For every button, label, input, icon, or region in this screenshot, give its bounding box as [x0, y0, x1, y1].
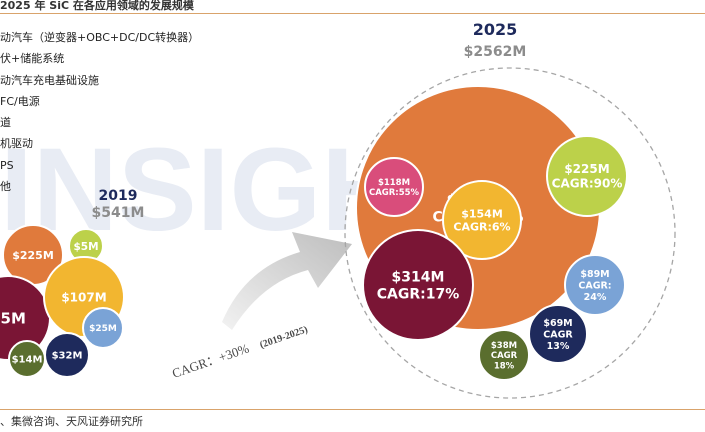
bubble-2025-5 — [564, 254, 626, 316]
bubble-label-2019-6: $14M — [12, 355, 43, 366]
legend-item: 道 — [0, 116, 11, 130]
bubble-label-2019-2: $5M — [73, 241, 98, 253]
bubble-2025-3 — [442, 180, 522, 260]
title-underline: 2025 年 SiC 在各应用领域的发展规模 — [0, 0, 705, 14]
cagr-annotation-period: (2019-2025) — [258, 324, 309, 351]
bubble-label-2025-7: $38M — [491, 341, 517, 351]
bubble-label-2019-1: 25M — [0, 309, 26, 327]
bubble-label-2025-1: CAGR:90% — [552, 177, 623, 191]
growth-arrow — [222, 232, 352, 330]
bubble-label-2025-6: $69M — [543, 318, 572, 329]
bubble-label-2025-5: CAGR: — [578, 280, 611, 291]
legend-item: PS — [0, 158, 14, 172]
total-label-2025: $2562M — [464, 44, 527, 60]
total-label-2019: $541M — [92, 205, 145, 221]
bubble-label-2019-5: $32M — [52, 351, 83, 362]
legend-item: 伏+储能系统 — [0, 52, 65, 66]
bubble-label-2025-1: $225M — [564, 162, 609, 176]
legend-item: FC/电源 — [0, 94, 40, 108]
bubble-group-2019: 2019$541M $225M 25M $5M $107M $25M $32M $14M — [0, 188, 145, 378]
bubble-2019-4 — [82, 307, 124, 349]
bubble-2025-1 — [546, 135, 628, 217]
bubble-label-2025-5: 24% — [584, 292, 607, 303]
bubble-label-2025-3: CAGR:6% — [453, 221, 510, 234]
legend-item: 动汽车（逆变器+OBC+DC/DC转换器） — [0, 31, 200, 44]
bubble-2019-6 — [8, 340, 46, 378]
cagr-annotation: CAGR：+30% (2019-2025) — [170, 324, 309, 381]
bubble-2025-4 — [362, 229, 474, 341]
bubble-2025-2 — [364, 157, 424, 217]
bubble-label-2025-6: CAGR — [543, 329, 573, 340]
legend-item: 动汽车充电基础设施 — [0, 73, 99, 87]
year-label-2019: 2019 — [99, 188, 138, 204]
bubble-label-2019-4: $25M — [89, 324, 117, 334]
bubble-2025-7 — [478, 329, 530, 381]
chart-title: 2025 年 SiC 在各应用领域的发展规模 — [0, 0, 194, 12]
year-label-2025: 2025 — [473, 20, 518, 39]
bubble-label-2019-3: $107M — [61, 290, 106, 304]
bubble-group-2025: 2025$2562M$1553MCAGR：38%$225MCAGR:90%$11… — [344, 20, 676, 399]
bubble-label-2019-0: $225M — [12, 249, 54, 262]
cagr-annotation-text: CAGR：+30% — [170, 340, 251, 380]
legend-item: 他 — [0, 180, 11, 194]
bubble-label-2025-7: CAGR — [491, 351, 518, 361]
bubble-2025-6 — [528, 304, 588, 364]
bubble-label-2025-2: CAGR:55% — [369, 188, 420, 198]
bubble-label-2025-6: 13% — [547, 341, 570, 352]
bubble-label-2025-7: 18% — [494, 361, 515, 371]
bubble-label-2025-2: $118M — [378, 178, 410, 188]
legend-item: 机驱动 — [0, 137, 33, 151]
bubble-label-2025-4: $314M — [392, 270, 445, 286]
legend: 动汽车（逆变器+OBC+DC/DC转换器） 伏+储能系统动汽车充电基础设施 FC/电… — [0, 27, 199, 197]
bubble-label-2025-4: CAGR:17% — [377, 286, 460, 302]
bubble-label-2025-5: $89M — [580, 269, 609, 280]
source-note: 、集微咨询、天风证券研究所 — [0, 415, 143, 428]
bubble-label-2025-3: $154M — [461, 207, 503, 220]
total-outline-2025 — [344, 67, 676, 399]
source-divider — [0, 409, 705, 410]
